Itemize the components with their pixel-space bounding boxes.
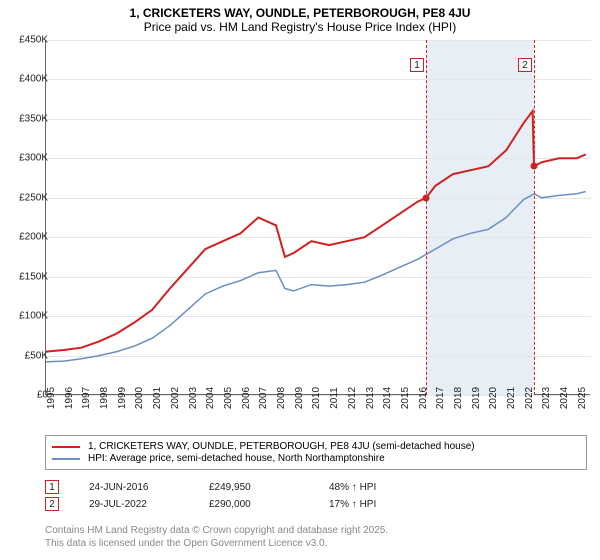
series-line-hpi (46, 192, 586, 362)
legend-label-hpi: HPI: Average price, semi-detached house,… (88, 453, 385, 464)
event-dot (423, 194, 430, 201)
event-date: 24-JUN-2016 (89, 482, 179, 493)
event-price: £290,000 (209, 499, 299, 510)
xtick-label: 2024 (559, 387, 570, 409)
ytick-label: £250K (19, 192, 48, 203)
xtick-label: 2001 (152, 387, 163, 409)
legend-swatch-price (52, 446, 80, 448)
event-delta: 17% ↑ HPI (329, 499, 419, 510)
chart-title-subtitle: Price paid vs. HM Land Registry's House … (0, 20, 600, 34)
series-line-price_paid (46, 111, 586, 352)
xtick-label: 2019 (471, 387, 482, 409)
event-number-box: 2 (45, 497, 59, 511)
xtick-label: 2006 (241, 387, 252, 409)
plot-region: 1995199619971998199920002001200220032004… (45, 40, 590, 395)
xtick-label: 2017 (435, 387, 446, 409)
xtick-label: 1997 (81, 387, 92, 409)
event-price: £249,950 (209, 482, 299, 493)
event-marker-box: 2 (518, 58, 532, 72)
xtick-label: 2011 (329, 387, 340, 409)
legend-row: 1, CRICKETERS WAY, OUNDLE, PETERBOROUGH,… (52, 441, 580, 452)
event-line (426, 40, 427, 395)
xtick-label: 2014 (382, 387, 393, 409)
ytick-label: £400K (19, 74, 48, 85)
events-table: 1 24-JUN-2016 £249,950 48% ↑ HPI 2 29-JU… (45, 477, 419, 514)
ytick-label: £100K (19, 311, 48, 322)
xtick-label: 2023 (541, 387, 552, 409)
xtick-label: 1999 (117, 387, 128, 409)
event-date: 29-JUL-2022 (89, 499, 179, 510)
xtick-label: 2005 (223, 387, 234, 409)
event-marker-box: 1 (410, 58, 424, 72)
xtick-label: 2002 (170, 387, 181, 409)
footer-attribution: Contains HM Land Registry data © Crown c… (45, 524, 388, 550)
xtick-label: 2025 (577, 387, 588, 409)
event-row: 2 29-JUL-2022 £290,000 17% ↑ HPI (45, 497, 419, 511)
chart-title-address: 1, CRICKETERS WAY, OUNDLE, PETERBOROUGH,… (0, 6, 600, 20)
xtick-label: 1998 (99, 387, 110, 409)
xtick-label: 2015 (400, 387, 411, 409)
xtick-label: 2003 (188, 387, 199, 409)
xtick-label: 2013 (365, 387, 376, 409)
ytick-label: £50K (25, 350, 48, 361)
xtick-label: 2010 (311, 387, 322, 409)
chart-area: 1995199619971998199920002001200220032004… (45, 40, 590, 395)
xtick-label: 2000 (134, 387, 145, 409)
event-row: 1 24-JUN-2016 £249,950 48% ↑ HPI (45, 480, 419, 494)
xtick-label: 2021 (506, 387, 517, 409)
xtick-label: 2020 (488, 387, 499, 409)
ytick-label: £350K (19, 113, 48, 124)
event-delta: 48% ↑ HPI (329, 482, 419, 493)
ytick-label: £300K (19, 153, 48, 164)
xtick-label: 2004 (205, 387, 216, 409)
ytick-label: £200K (19, 232, 48, 243)
legend-swatch-hpi (52, 458, 80, 460)
chart-svg (46, 40, 591, 395)
ytick-label: £0 (37, 390, 48, 401)
event-line (534, 40, 535, 395)
ytick-label: £150K (19, 271, 48, 282)
ytick-label: £450K (19, 35, 48, 46)
legend-label-price: 1, CRICKETERS WAY, OUNDLE, PETERBOROUGH,… (88, 441, 475, 452)
xtick-label: 2018 (453, 387, 464, 409)
legend-row: HPI: Average price, semi-detached house,… (52, 453, 580, 464)
xtick-label: 2009 (294, 387, 305, 409)
event-dot (531, 163, 538, 170)
footer-line2: This data is licensed under the Open Gov… (45, 537, 388, 550)
xtick-label: 2008 (276, 387, 287, 409)
event-number-box: 1 (45, 480, 59, 494)
footer-line1: Contains HM Land Registry data © Crown c… (45, 524, 388, 537)
legend: 1, CRICKETERS WAY, OUNDLE, PETERBOROUGH,… (45, 435, 587, 470)
xtick-label: 2012 (347, 387, 358, 409)
xtick-label: 1996 (64, 387, 75, 409)
xtick-label: 2007 (258, 387, 269, 409)
chart-title-block: 1, CRICKETERS WAY, OUNDLE, PETERBOROUGH,… (0, 0, 600, 36)
